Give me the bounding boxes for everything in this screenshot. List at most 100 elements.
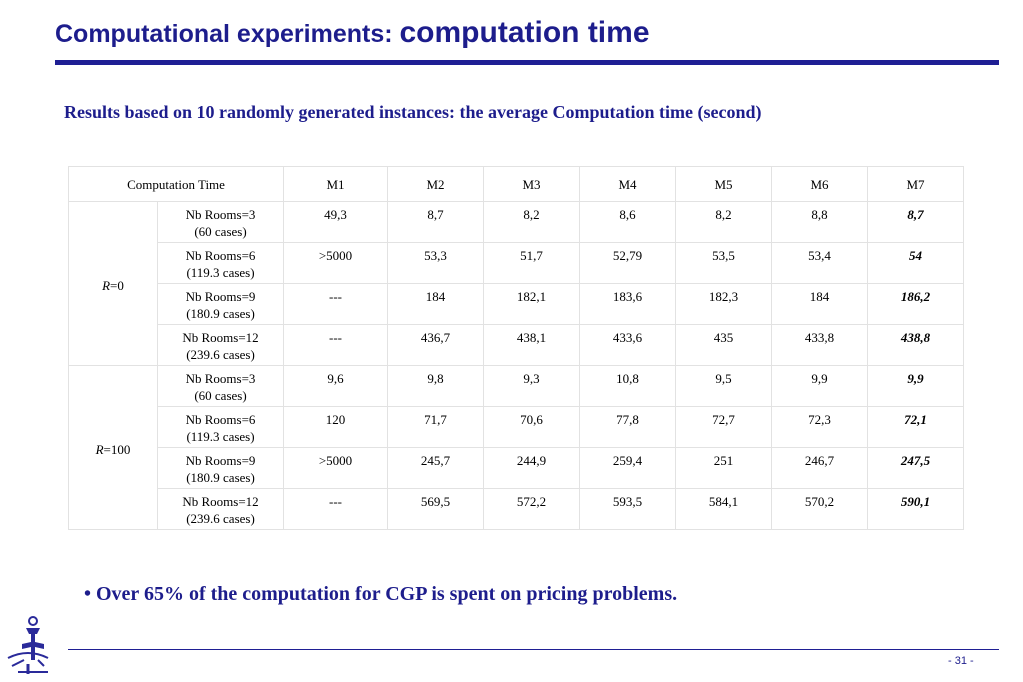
time-value-cell: 72,1 (867, 406, 965, 448)
instance-label: Nb Rooms=12 (239.6 cases) (156, 488, 285, 530)
rooms-label: Nb Rooms=6 (185, 412, 256, 427)
cases-label: (119.3 cases) (186, 429, 255, 444)
slide-title-part2: computation time (399, 16, 650, 49)
r-value: =100 (103, 442, 131, 457)
table-row: Nb Rooms=12 (239.6 cases) --- 436,7 438,1 433… (69, 324, 965, 366)
cases-label: (239.6 cases) (186, 347, 255, 362)
header-method: M2 (387, 166, 485, 202)
time-value-cell: 184 (387, 283, 485, 325)
cases-label: (60 cases) (194, 388, 247, 403)
r-group-label: R=100 (68, 365, 158, 530)
title-divider (55, 60, 999, 65)
time-value-cell: 569,5 (387, 488, 485, 530)
time-value-cell: 72,3 (771, 406, 869, 448)
time-value-cell: 247,5 (867, 447, 965, 489)
time-value-cell: 572,2 (483, 488, 581, 530)
slide-title: Computational experiments: computation t… (55, 16, 650, 50)
r-variable: R (102, 278, 111, 293)
rooms-label: Nb Rooms=12 (182, 494, 259, 509)
instance-label: Nb Rooms=6 (119.3 cases) (156, 406, 285, 448)
time-value-cell: 52,79 (579, 242, 677, 284)
cases-label: (119.3 cases) (186, 265, 255, 280)
time-value-cell: 438,8 (867, 324, 965, 366)
time-value-cell: 244,9 (483, 447, 581, 489)
time-value-cell: 435 (675, 324, 773, 366)
cases-label: (180.9 cases) (186, 470, 255, 485)
cases-label: (239.6 cases) (186, 511, 255, 526)
time-value-cell: 8,2 (483, 201, 581, 243)
time-value-cell: 433,8 (771, 324, 869, 366)
time-value-cell: 438,1 (483, 324, 581, 366)
time-value-cell: 436,7 (387, 324, 485, 366)
time-value-cell: 245,7 (387, 447, 485, 489)
instance-label: Nb Rooms=9 (180.9 cases) (156, 283, 285, 325)
time-value-cell: 10,8 (579, 365, 677, 407)
page-number: - 31 - (948, 655, 974, 667)
instance-label: Nb Rooms=3 (60 cases) (156, 201, 285, 243)
cases-label: (180.9 cases) (186, 306, 255, 321)
time-value-cell: --- (283, 488, 389, 530)
header-method: M5 (675, 166, 773, 202)
instance-label: Nb Rooms=12 (239.6 cases) (156, 324, 285, 366)
time-value-cell: 9,5 (675, 365, 773, 407)
time-value-cell: 246,7 (771, 447, 869, 489)
cases-label: (60 cases) (194, 224, 247, 239)
header-method: M3 (483, 166, 581, 202)
time-value-cell: 9,8 (387, 365, 485, 407)
time-value-cell: 183,6 (579, 283, 677, 325)
time-value-cell: 53,3 (387, 242, 485, 284)
time-value-cell: 9,9 (771, 365, 869, 407)
table-header-row: Computation Time M1 M2 M3 M4 M5 M6 M7 (67, 166, 965, 202)
time-value-cell: 71,7 (387, 406, 485, 448)
time-value-cell: --- (283, 324, 389, 366)
time-value-cell: 54 (867, 242, 965, 284)
table-row: Nb Rooms=9 (180.9 cases) --- 184 182,1 183,6 1… (69, 283, 965, 325)
time-value-cell: 251 (675, 447, 773, 489)
header-method: M6 (771, 166, 869, 202)
time-value-cell: 70,6 (483, 406, 581, 448)
rooms-label: Nb Rooms=6 (185, 248, 256, 263)
time-value-cell: 182,3 (675, 283, 773, 325)
r-variable: R (95, 442, 104, 457)
time-value-cell: 53,5 (675, 242, 773, 284)
time-value-cell: 182,1 (483, 283, 581, 325)
table-row: R=100 Nb Rooms=3 (60 cases) 9,6 9,8 9,3 10,8 9,… (68, 365, 965, 530)
instance-label: Nb Rooms=3 (60 cases) (156, 365, 285, 407)
instance-label: Nb Rooms=6 (119.3 cases) (156, 242, 285, 284)
time-value-cell: --- (283, 283, 389, 325)
time-value-cell: 8,2 (675, 201, 773, 243)
time-value-cell: 8,6 (579, 201, 677, 243)
time-value-cell: 120 (283, 406, 389, 448)
time-value-cell: 593,5 (579, 488, 677, 530)
header-method: M1 (283, 166, 389, 202)
header-method: M7 (867, 166, 965, 202)
rooms-label: Nb Rooms=12 (182, 330, 259, 345)
institution-logo-icon (7, 616, 49, 674)
table-row: Nb Rooms=12 (239.6 cases) --- 569,5 572,2 593… (69, 488, 965, 530)
time-value-cell: 8,7 (867, 201, 965, 243)
results-table: Computation Time M1 M2 M3 M4 M5 M6 M7 R=… (67, 166, 965, 530)
slide-title-part1: Computational experiments: (55, 20, 400, 48)
time-value-cell: 8,7 (387, 201, 485, 243)
time-value-cell: 51,7 (483, 242, 581, 284)
table-row: Nb Rooms=9 (180.9 cases) >5000 245,7 244,9 25… (69, 447, 965, 489)
time-value-cell: 53,4 (771, 242, 869, 284)
time-value-cell: 590,1 (867, 488, 965, 530)
time-value-cell: 584,1 (675, 488, 773, 530)
rooms-label: Nb Rooms=9 (185, 289, 256, 304)
time-value-cell: 9,6 (283, 365, 389, 407)
time-value-cell: 433,6 (579, 324, 677, 366)
rooms-label: Nb Rooms=3 (185, 371, 256, 386)
time-value-cell: 570,2 (771, 488, 869, 530)
table-row: Nb Rooms=6 (119.3 cases) >5000 53,3 51,7 52,7… (69, 242, 965, 284)
instance-label: Nb Rooms=9 (180.9 cases) (156, 447, 285, 489)
time-value-cell: 8,8 (771, 201, 869, 243)
header-computation-time: Computation Time (67, 166, 285, 202)
rooms-label: Nb Rooms=9 (185, 453, 256, 468)
time-value-cell: >5000 (283, 447, 389, 489)
bullet-point: • Over 65% of the computation for CGP is… (84, 583, 678, 605)
time-value-cell: 259,4 (579, 447, 677, 489)
rooms-label: Nb Rooms=3 (185, 207, 256, 222)
time-value-cell: 9,9 (867, 365, 965, 407)
time-value-cell: 72,7 (675, 406, 773, 448)
